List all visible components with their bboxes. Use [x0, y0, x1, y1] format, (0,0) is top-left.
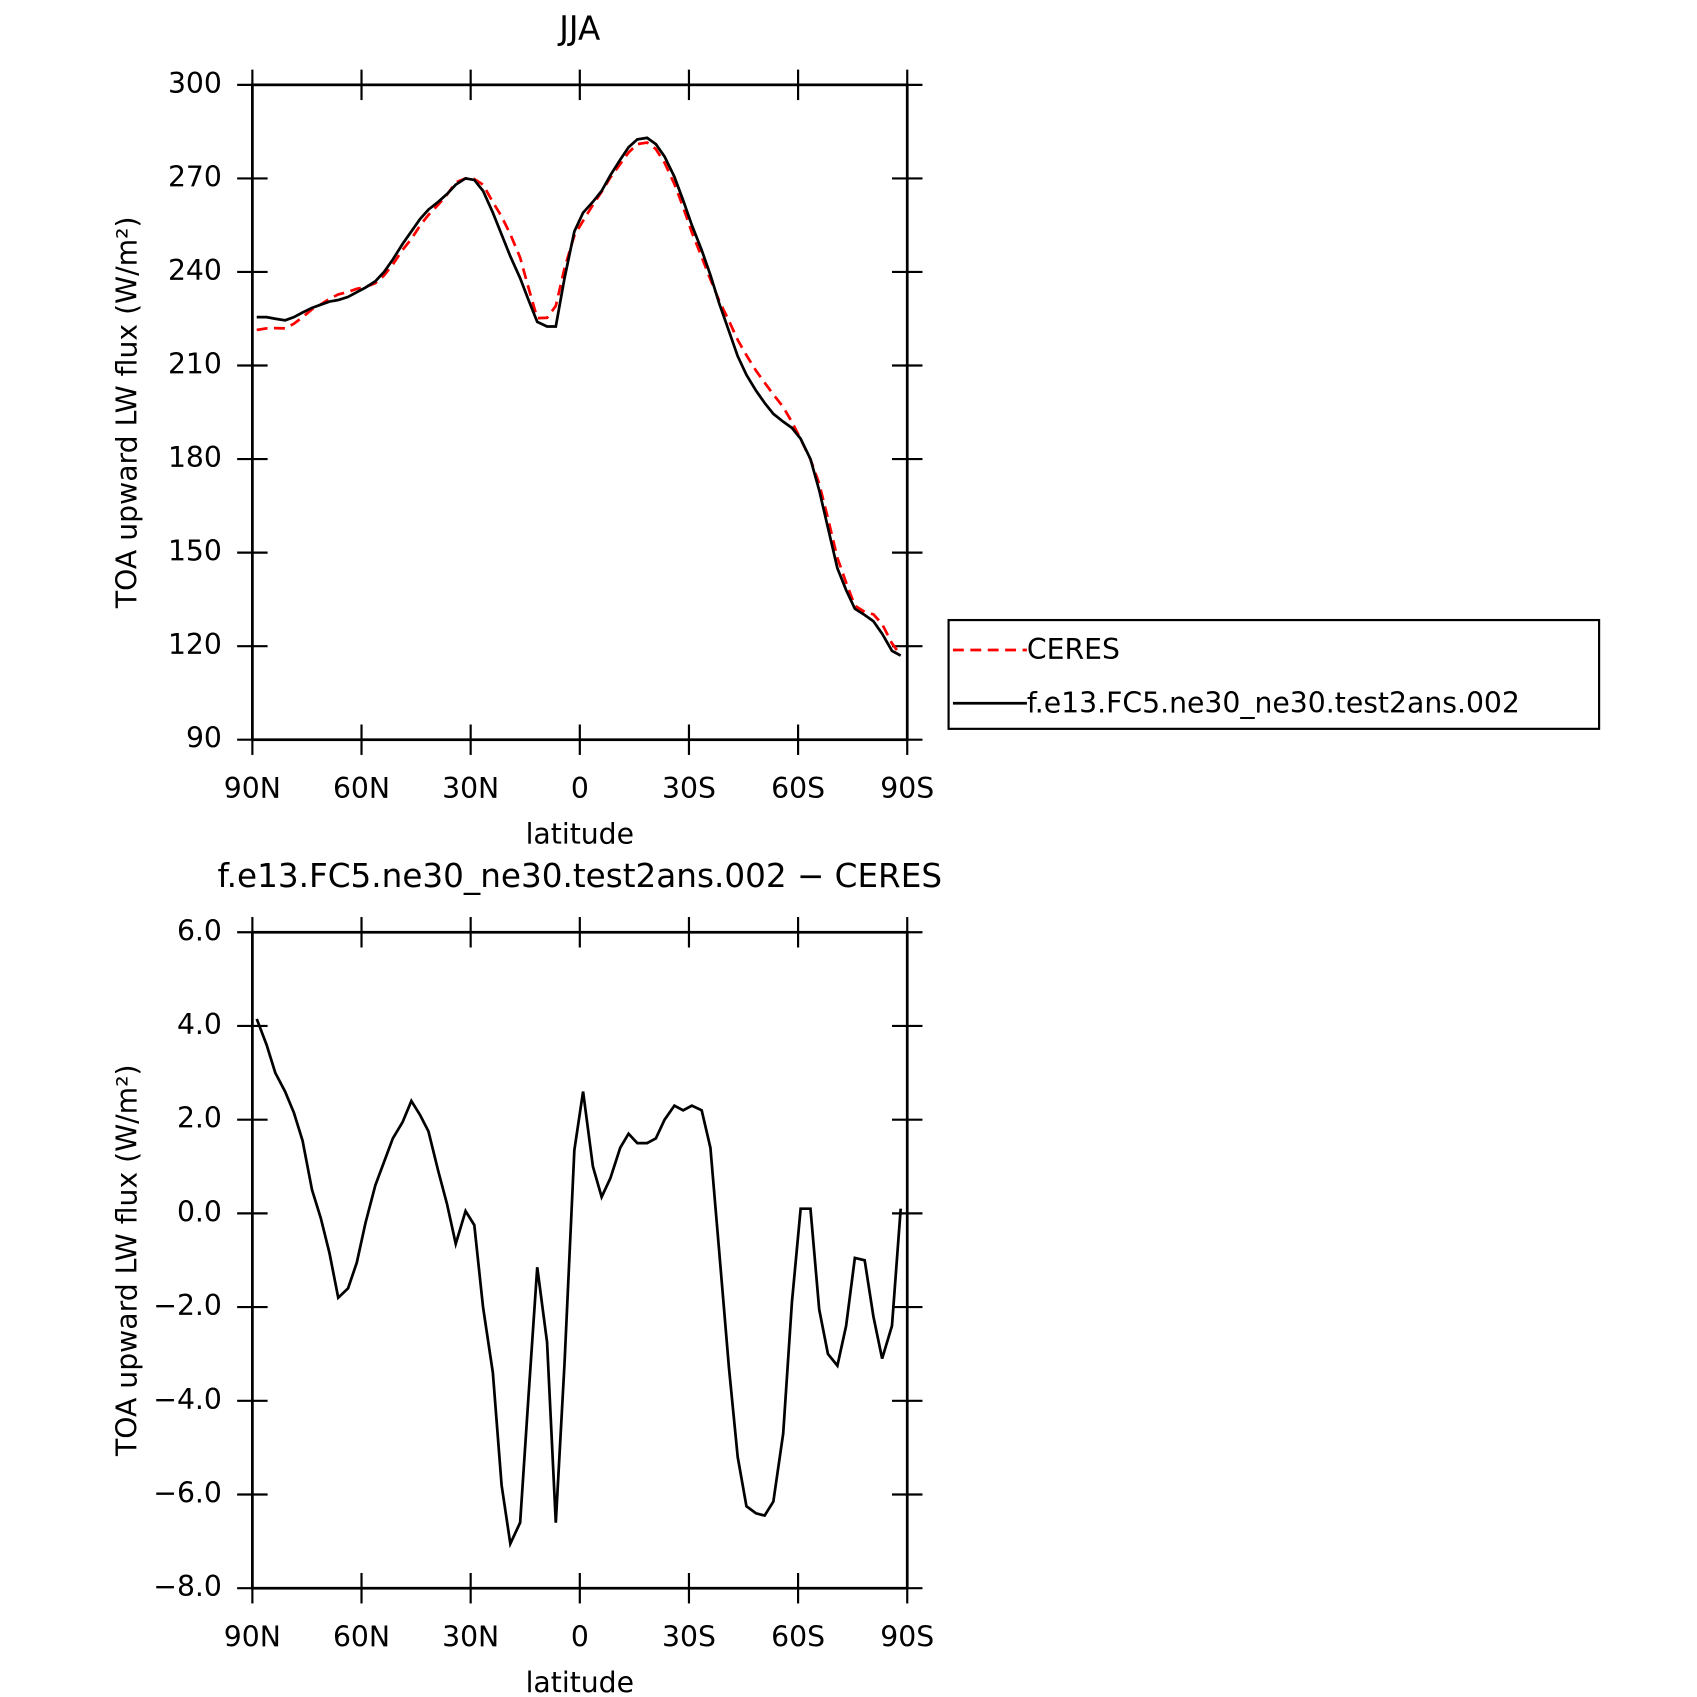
x-tick-label: 90N	[224, 772, 281, 805]
y-tick-label: 0.0	[177, 1195, 222, 1228]
y-tick-label: 180	[168, 441, 222, 474]
legend-label: CERES	[1027, 633, 1120, 666]
y-axis-label: TOA upward LW flux (W/m²)	[110, 1064, 143, 1457]
y-tick-label: 4.0	[177, 1008, 222, 1041]
x-tick-label: 30N	[442, 1620, 499, 1653]
y-tick-label: 210	[168, 348, 222, 381]
y-tick-label: −4.0	[153, 1383, 222, 1416]
x-tick-label: 60S	[771, 772, 825, 805]
x-tick-label: 0	[571, 1620, 589, 1653]
plot-frame	[251, 83, 909, 742]
x-axis-label: latitude	[526, 1666, 634, 1697]
legend-label: f.e13.FC5.ne30_ne30.test2ans.002	[1027, 686, 1520, 719]
data-line	[256, 141, 902, 657]
data-line	[256, 136, 902, 657]
chart-title: f.e13.FC5.ne30_ne30.test2ans.002 − CERES	[218, 857, 943, 895]
chart-title: JJA	[557, 9, 601, 47]
y-axis-label: TOA upward LW flux (W/m²)	[110, 216, 143, 609]
y-tick-label: 300	[168, 67, 222, 100]
x-tick-label: 30S	[662, 1620, 716, 1653]
data-line	[255, 1018, 903, 1549]
x-tick-label: 90S	[880, 772, 934, 805]
y-tick-label: 90	[186, 722, 222, 755]
y-tick-label: 150	[168, 535, 222, 568]
x-tick-label: 90N	[224, 1620, 281, 1653]
y-tick-label: −2.0	[153, 1289, 222, 1322]
x-tick-label: 30N	[442, 772, 499, 805]
x-tick-label: 60N	[333, 772, 390, 805]
y-tick-label: −6.0	[153, 1477, 222, 1510]
x-tick-label: 30S	[662, 772, 716, 805]
x-tick-label: 60S	[771, 1620, 825, 1653]
x-tick-label: 90S	[880, 1620, 934, 1653]
y-tick-label: −8.0	[153, 1570, 222, 1603]
y-tick-label: 6.0	[177, 914, 222, 947]
x-tick-label: 0	[571, 772, 589, 805]
x-axis-label: latitude	[526, 817, 634, 850]
legend-box	[947, 618, 1601, 730]
y-tick-label: 120	[168, 628, 222, 661]
y-tick-label: 240	[168, 254, 222, 287]
x-tick-label: 60N	[333, 1620, 390, 1653]
y-tick-label: 2.0	[177, 1102, 222, 1135]
plot-frame	[251, 930, 909, 1590]
y-tick-label: 270	[168, 160, 222, 193]
